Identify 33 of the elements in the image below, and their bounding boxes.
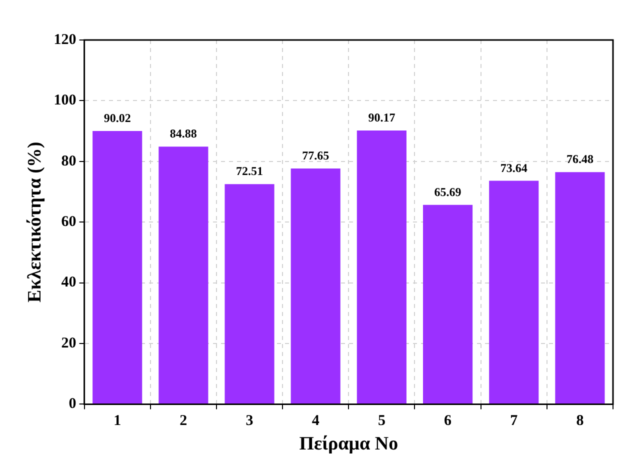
bar — [158, 146, 208, 404]
data-label: 73.64 — [500, 160, 528, 175]
y-tick-label: 100 — [54, 92, 76, 109]
x-tick-label: 6 — [444, 413, 452, 430]
y-tick-label: 20 — [61, 335, 76, 352]
data-label: 84.88 — [170, 126, 197, 141]
data-label: 76.48 — [566, 152, 594, 166]
x-tick-label: 4 — [312, 413, 320, 430]
bar — [92, 130, 142, 404]
y-tick-label: 80 — [61, 153, 76, 170]
data-label: 65.69 — [434, 184, 462, 199]
bar — [555, 172, 605, 404]
x-axis-title: Πείραμα No — [299, 434, 398, 455]
y-tick-label: 60 — [61, 214, 76, 230]
data-label: 72.51 — [236, 164, 264, 178]
bar — [489, 180, 539, 404]
bar — [356, 130, 406, 404]
data-label: 90.17 — [368, 110, 396, 125]
y-tick-label: 0 — [68, 396, 76, 412]
y-tick-label: 120 — [54, 32, 76, 48]
bar — [290, 168, 340, 404]
y-tick-label: 40 — [61, 274, 76, 291]
data-label: 90.02 — [104, 111, 131, 126]
data-label: 77.65 — [302, 148, 330, 163]
bar — [224, 184, 274, 404]
x-tick-label: 7 — [510, 413, 518, 430]
x-tick-label: 1 — [114, 413, 122, 430]
x-tick-label: 2 — [180, 413, 188, 430]
x-tick-label: 5 — [378, 413, 386, 430]
bar — [423, 204, 473, 404]
x-tick-label: 3 — [246, 413, 254, 430]
x-tick-label: 8 — [576, 413, 584, 430]
y-axis-title: Εκλεκτικότητα (%) — [24, 142, 46, 302]
